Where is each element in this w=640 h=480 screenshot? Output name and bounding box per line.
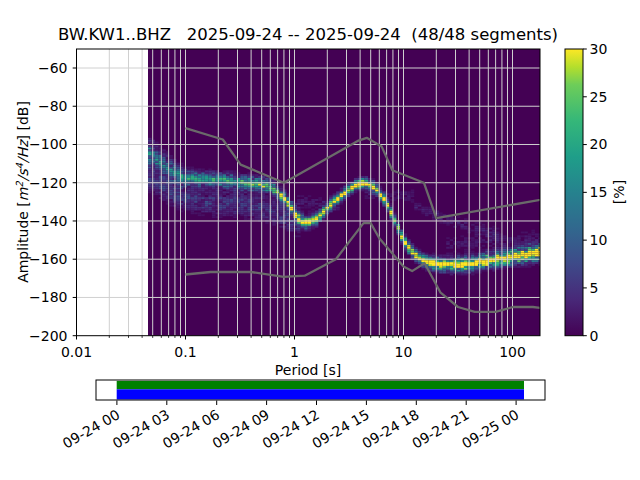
y-tick-label: −200: [29, 328, 67, 344]
colorbar-tick-label: 0: [590, 328, 599, 344]
colorbar-tick-label: 20: [590, 136, 608, 152]
y-tick-label: −120: [29, 175, 67, 191]
colorbar-tick-label: 25: [590, 89, 608, 105]
colorbar: 0 5 10 15 20 25 30: [565, 41, 607, 344]
ppsd-plot: 0.010.1110100−60−80−100−120−140−160−180−…: [0, 0, 640, 480]
y-axis-label: Amplitude [m2/s4/Hz] [dB]: [14, 101, 31, 283]
plot-title: BW.KW1..BHZ 2025-09-24 -- 2025-09-24 (48…: [58, 25, 558, 44]
colorbar-tick-label: 30: [590, 41, 608, 57]
x-tick-label: 0.01: [61, 344, 92, 360]
x-tick-label: 100: [499, 344, 526, 360]
ppsd-figure: 0.010.1110100−60−80−100−120−140−160−180−…: [0, 0, 640, 480]
x-tick-label: 1: [290, 344, 299, 360]
y-tick-label: −100: [29, 136, 67, 152]
timeline: 09-24 0009-24 0309-24 0609-24 0909-24 12…: [60, 380, 545, 452]
colorbar-tick-label: 5: [590, 280, 599, 296]
colorbar-label: [%]: [611, 180, 627, 204]
y-tick-label: −180: [29, 289, 67, 305]
y-tick-label: −140: [29, 213, 67, 229]
timeline-tick-label: 09-25 00: [459, 406, 522, 451]
x-axis-label: Period [s]: [275, 362, 341, 378]
y-tick-label: −80: [38, 98, 68, 114]
y-tick-label: −60: [38, 60, 68, 76]
y-tick-label: −160: [29, 251, 67, 267]
colorbar-tick-label: 10: [590, 232, 608, 248]
colorbar-tick-label: 15: [590, 184, 608, 200]
x-tick-label: 0.1: [174, 344, 196, 360]
x-tick-label: 10: [395, 344, 413, 360]
